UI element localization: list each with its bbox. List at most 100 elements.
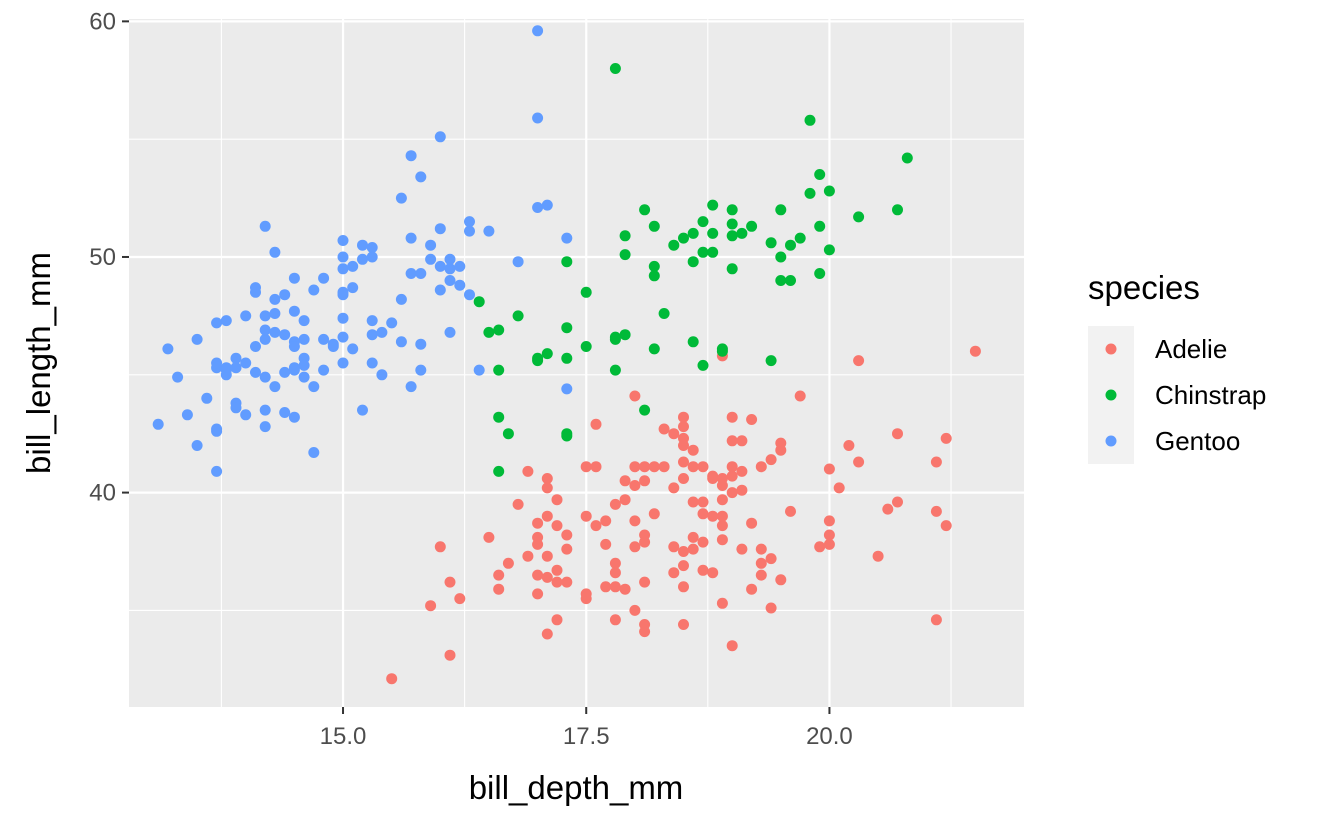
point-chinstrap (658, 308, 670, 319)
point-gentoo (181, 409, 193, 421)
point-adelie (600, 581, 612, 593)
legend-label-chinstrap: Chinstrap (1155, 380, 1266, 410)
point-adelie (522, 465, 534, 477)
point-chinstrap (785, 275, 796, 286)
point-adelie (532, 588, 544, 600)
point-gentoo (464, 225, 475, 237)
y-axis: 40 50 60 (89, 8, 129, 507)
point-gentoo (405, 232, 417, 244)
point-chinstrap (541, 348, 553, 360)
point-gentoo (240, 409, 252, 421)
point-adelie (648, 461, 660, 473)
point-adelie (853, 456, 865, 468)
point-chinstrap (892, 204, 903, 216)
point-adelie (580, 588, 592, 600)
point-gentoo (259, 404, 271, 416)
point-chinstrap (639, 404, 651, 416)
point-gentoo (347, 260, 359, 272)
point-gentoo (561, 232, 573, 244)
point-adelie (386, 673, 398, 685)
point-gentoo (395, 192, 407, 204)
point-gentoo (454, 279, 466, 291)
point-chinstrap (493, 465, 505, 477)
point-adelie (746, 414, 758, 425)
point-gentoo (152, 418, 164, 430)
point-chinstrap (707, 227, 719, 239)
point-adelie (678, 546, 689, 557)
y-axis-title: bill_length_mm (20, 252, 57, 474)
point-gentoo (366, 251, 378, 263)
point-adelie (483, 531, 495, 543)
point-gentoo (366, 357, 378, 369)
point-gentoo (483, 225, 495, 237)
point-gentoo (415, 338, 427, 350)
point-adelie (532, 569, 544, 581)
point-gentoo (162, 343, 174, 355)
point-adelie (609, 614, 621, 626)
point-adelie (746, 583, 758, 595)
point-adelie (823, 463, 835, 475)
legend-title: species (1088, 269, 1200, 306)
point-adelie (561, 543, 573, 555)
point-gentoo (318, 333, 330, 345)
point-adelie (541, 482, 553, 494)
point-adelie (648, 508, 660, 520)
point-adelie (697, 564, 709, 576)
point-adelie (609, 581, 621, 593)
point-gentoo (532, 25, 544, 37)
point-chinstrap (726, 230, 738, 242)
point-chinstrap (619, 249, 631, 261)
point-gentoo (357, 253, 368, 265)
point-chinstrap (561, 352, 573, 364)
point-adelie (726, 461, 738, 473)
point-chinstrap (726, 218, 738, 230)
point-gentoo (425, 239, 437, 251)
point-gentoo (318, 364, 330, 376)
point-chinstrap (901, 152, 913, 164)
point-chinstrap (823, 185, 835, 197)
point-adelie (590, 520, 602, 532)
point-gentoo (366, 315, 378, 327)
point-adelie (814, 541, 826, 553)
point-gentoo (357, 239, 368, 251)
point-chinstrap (823, 244, 835, 256)
x-tick-label: 20.0 (806, 723, 853, 750)
point-adelie (755, 461, 767, 473)
point-gentoo (230, 362, 242, 374)
point-chinstrap (814, 268, 826, 279)
point-adelie (493, 583, 505, 595)
point-gentoo (308, 381, 320, 393)
point-chinstrap (794, 232, 806, 244)
point-gentoo (415, 171, 427, 183)
point-chinstrap (726, 204, 738, 216)
point-adelie (687, 543, 699, 555)
point-gentoo (464, 289, 475, 301)
point-adelie (668, 541, 680, 553)
point-adelie (551, 576, 563, 588)
point-gentoo (376, 326, 388, 338)
point-gentoo (269, 381, 281, 393)
point-adelie (444, 576, 456, 588)
point-gentoo (259, 310, 271, 322)
point-chinstrap (707, 199, 719, 211)
point-gentoo (250, 341, 261, 352)
point-chinstrap (678, 232, 689, 244)
point-adelie (512, 498, 524, 510)
grid-minor (129, 19, 1024, 707)
point-adelie (736, 543, 748, 555)
point-adelie (872, 550, 884, 562)
point-adelie (434, 541, 446, 553)
point-gentoo (298, 359, 310, 371)
point-gentoo (464, 216, 475, 228)
point-adelie (541, 628, 553, 640)
point-adelie (493, 569, 505, 581)
point-gentoo (211, 425, 223, 437)
point-adelie (541, 473, 553, 484)
point-adelie (678, 411, 689, 423)
legend-key-gentoo (1105, 435, 1117, 447)
point-gentoo (298, 333, 310, 345)
point-adelie (668, 428, 680, 440)
legend-label-adelie: Adelie (1155, 334, 1227, 364)
point-gentoo (288, 411, 300, 423)
point-adelie (639, 461, 651, 473)
